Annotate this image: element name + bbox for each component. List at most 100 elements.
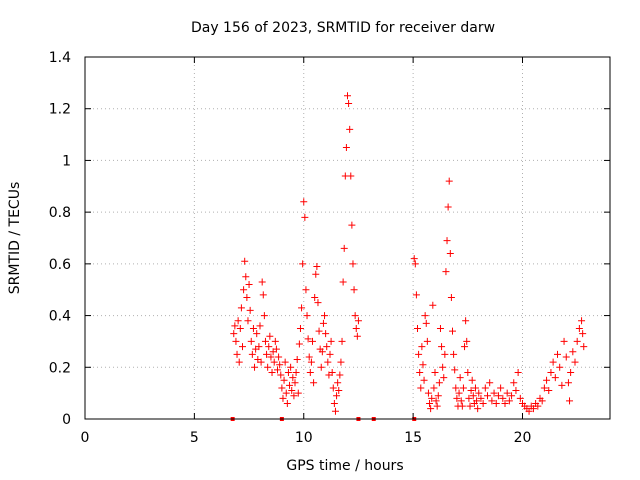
data-point bbox=[431, 368, 439, 376]
data-point bbox=[560, 337, 568, 345]
y-tick-label: 1.2 bbox=[49, 102, 71, 118]
data-point bbox=[419, 361, 427, 369]
data-point bbox=[278, 384, 286, 392]
data-point bbox=[442, 268, 450, 276]
data-point bbox=[295, 340, 303, 348]
data-point bbox=[423, 337, 431, 345]
data-point bbox=[424, 389, 432, 397]
data-point bbox=[415, 350, 423, 358]
data-point bbox=[315, 327, 323, 335]
y-axis-label: SRMTID / TECUs bbox=[7, 182, 23, 295]
data-point bbox=[350, 286, 358, 294]
data-point bbox=[556, 363, 564, 371]
data-point bbox=[242, 273, 250, 281]
data-point bbox=[321, 312, 329, 320]
data-point bbox=[305, 353, 313, 361]
data-point bbox=[440, 374, 448, 382]
data-point bbox=[322, 330, 330, 338]
data-point bbox=[411, 260, 419, 268]
data-point bbox=[309, 337, 316, 345]
data-point bbox=[567, 368, 575, 376]
data-point bbox=[296, 325, 304, 332]
data-point bbox=[434, 392, 442, 400]
data-point bbox=[549, 358, 557, 366]
data-point bbox=[301, 213, 309, 221]
x-axis-ticks: 0 5 10 15 20 bbox=[81, 57, 531, 446]
data-point bbox=[257, 358, 265, 366]
data-point bbox=[337, 358, 345, 366]
data-point bbox=[279, 394, 287, 402]
data-point bbox=[329, 384, 337, 392]
data-point bbox=[311, 293, 319, 301]
data-point bbox=[313, 262, 321, 270]
data-point bbox=[248, 350, 256, 358]
data-point bbox=[427, 405, 435, 413]
data-point bbox=[516, 394, 524, 402]
data-point bbox=[490, 389, 498, 397]
data-point bbox=[346, 125, 354, 133]
data-point bbox=[416, 368, 424, 376]
data-point bbox=[469, 392, 477, 400]
data-point bbox=[300, 198, 308, 206]
y-tick-label: 0.6 bbox=[49, 257, 71, 273]
data-point bbox=[433, 402, 441, 410]
data-point bbox=[510, 379, 518, 387]
data-point bbox=[246, 306, 254, 314]
data-point bbox=[264, 363, 272, 371]
data-point bbox=[447, 293, 455, 301]
data-point bbox=[324, 358, 332, 366]
data-point bbox=[545, 387, 553, 395]
data-point bbox=[505, 397, 513, 405]
data-point bbox=[256, 322, 264, 330]
data-point bbox=[547, 368, 555, 376]
data-point bbox=[327, 337, 335, 345]
data-point bbox=[456, 374, 464, 382]
data-point bbox=[251, 363, 259, 371]
data-point bbox=[473, 397, 481, 405]
data-point bbox=[412, 291, 420, 299]
data-point bbox=[443, 237, 451, 245]
data-point bbox=[492, 399, 500, 407]
data-point bbox=[474, 405, 482, 413]
data-point bbox=[234, 317, 242, 325]
data-point bbox=[291, 379, 299, 387]
gridlines bbox=[85, 57, 610, 419]
data-point bbox=[302, 286, 310, 294]
data-point bbox=[275, 353, 283, 361]
data-point bbox=[497, 384, 505, 392]
data-point bbox=[243, 293, 251, 301]
data-point bbox=[348, 221, 356, 229]
data-point bbox=[558, 381, 566, 389]
data-point bbox=[317, 363, 325, 371]
data-point bbox=[445, 177, 453, 185]
data-point bbox=[292, 368, 300, 376]
data-point bbox=[310, 379, 318, 387]
data-point bbox=[573, 337, 581, 345]
data-point bbox=[274, 366, 281, 374]
data-point bbox=[255, 343, 263, 351]
data-point bbox=[418, 343, 426, 351]
data-point bbox=[319, 319, 327, 327]
data-point bbox=[450, 350, 458, 358]
data-point bbox=[410, 255, 418, 263]
data-point bbox=[451, 366, 459, 374]
data-point bbox=[467, 387, 475, 395]
data-point bbox=[330, 399, 338, 407]
data-point bbox=[236, 325, 244, 332]
data-point bbox=[261, 337, 269, 345]
data-point bbox=[435, 379, 443, 387]
data-point bbox=[286, 381, 294, 389]
data-point bbox=[314, 299, 322, 307]
data-point bbox=[272, 345, 280, 353]
data-point bbox=[580, 343, 588, 351]
data-point bbox=[471, 384, 479, 392]
data-point bbox=[282, 389, 290, 397]
data-point bbox=[263, 350, 271, 358]
data-point bbox=[237, 304, 245, 312]
data-point bbox=[239, 343, 246, 351]
data-point bbox=[566, 397, 574, 405]
data-point bbox=[284, 368, 292, 376]
data-point bbox=[307, 358, 315, 366]
data-point bbox=[267, 353, 275, 361]
data-point bbox=[342, 144, 350, 151]
